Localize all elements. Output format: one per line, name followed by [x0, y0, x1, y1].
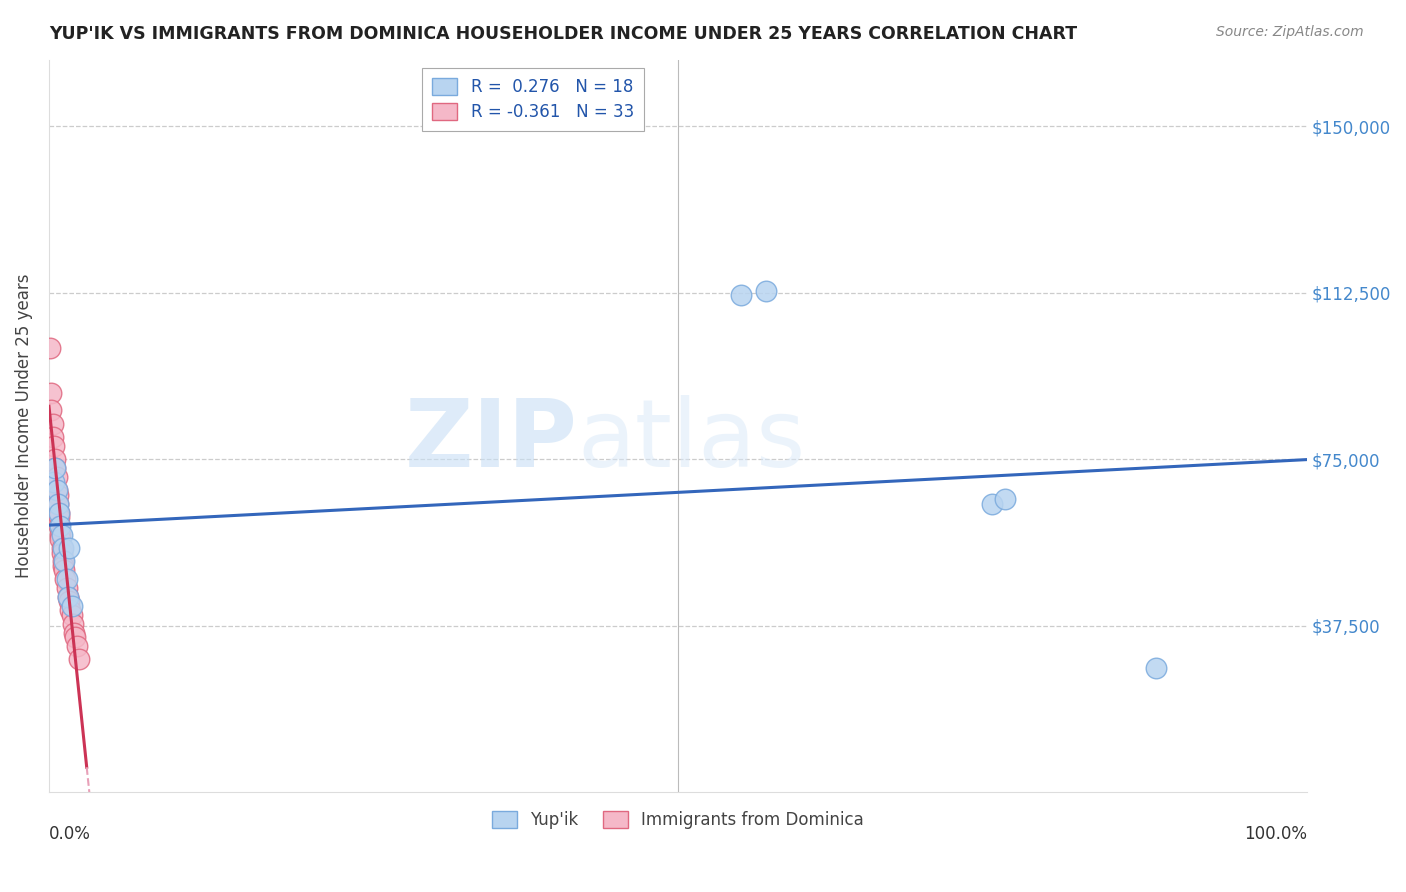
- Legend: Yup'ik, Immigrants from Dominica: Yup'ik, Immigrants from Dominica: [485, 804, 870, 836]
- Point: [52, 554, 75, 568]
- Point: [42, 475, 65, 489]
- Point: [48, 510, 70, 524]
- Point: [51, 545, 73, 559]
- Point: [55, 572, 77, 586]
- Point: [42, 430, 65, 444]
- Point: [66, 639, 89, 653]
- Point: [51, 541, 73, 556]
- Point: [58, 594, 80, 608]
- Point: [51, 528, 73, 542]
- Point: [65, 630, 87, 644]
- Point: [755, 284, 778, 298]
- Text: Source: ZipAtlas.com: Source: ZipAtlas.com: [1216, 25, 1364, 39]
- Text: ZIP: ZIP: [405, 394, 578, 487]
- Point: [44, 461, 66, 475]
- Point: [49, 528, 72, 542]
- Point: [62, 616, 84, 631]
- Point: [994, 492, 1017, 507]
- Point: [48, 519, 70, 533]
- Point: [44, 461, 66, 475]
- Point: [981, 497, 1004, 511]
- Point: [39, 341, 62, 355]
- Y-axis label: Householder Income Under 25 years: Householder Income Under 25 years: [15, 274, 32, 578]
- Point: [45, 483, 67, 498]
- Point: [46, 497, 69, 511]
- Text: YUP'IK VS IMMIGRANTS FROM DOMINICA HOUSEHOLDER INCOME UNDER 25 YEARS CORRELATION: YUP'IK VS IMMIGRANTS FROM DOMINICA HOUSE…: [49, 25, 1077, 43]
- Point: [59, 603, 82, 617]
- Point: [56, 590, 79, 604]
- Point: [49, 519, 72, 533]
- Point: [45, 470, 67, 484]
- Point: [45, 483, 67, 498]
- Point: [52, 558, 75, 573]
- Point: [53, 554, 76, 568]
- Point: [60, 599, 83, 613]
- Point: [60, 607, 83, 622]
- Text: 0.0%: 0.0%: [49, 825, 91, 844]
- Point: [63, 625, 86, 640]
- Point: [58, 541, 80, 556]
- Point: [52, 541, 75, 556]
- Point: [44, 452, 66, 467]
- Point: [1144, 661, 1167, 675]
- Point: [53, 572, 76, 586]
- Point: [42, 417, 65, 431]
- Point: [41, 403, 63, 417]
- Point: [42, 439, 65, 453]
- Point: [48, 506, 70, 520]
- Point: [55, 581, 77, 595]
- Text: atlas: atlas: [578, 394, 806, 487]
- Point: [46, 497, 69, 511]
- Text: 100.0%: 100.0%: [1244, 825, 1306, 844]
- Point: [67, 652, 90, 666]
- Point: [41, 385, 63, 400]
- Point: [49, 533, 72, 547]
- Point: [730, 288, 752, 302]
- Point: [48, 506, 70, 520]
- Point: [53, 563, 76, 577]
- Point: [56, 590, 79, 604]
- Point: [46, 488, 69, 502]
